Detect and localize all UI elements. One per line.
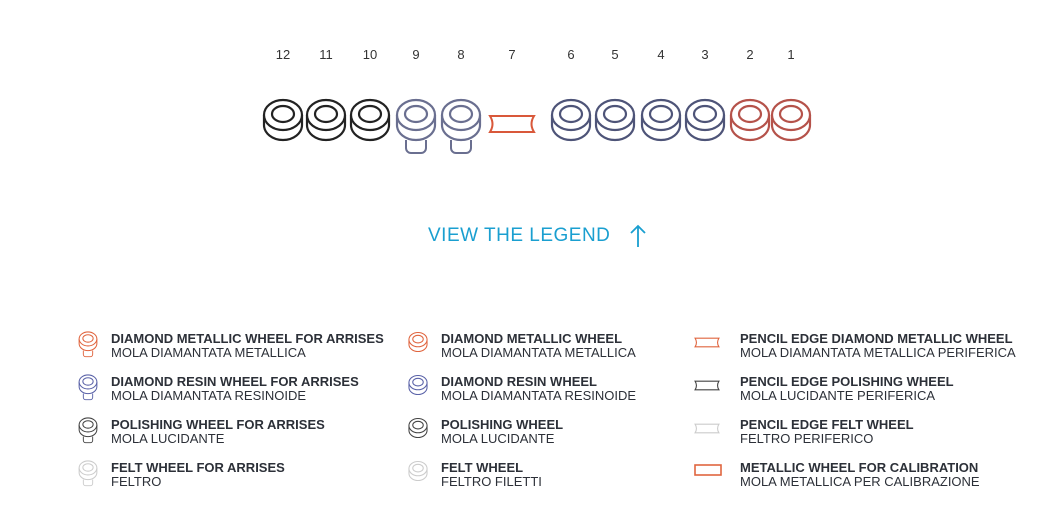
legend-subtitle: MOLA LUCIDANTE (111, 431, 225, 446)
wheel-icon (640, 98, 682, 147)
legend-title: DIAMOND METALLIC WHEEL (441, 331, 623, 346)
legend-item: DIAMOND METALLIC WHEEL MOLA DIAMANTATA ME… (408, 331, 636, 360)
legend-title: METALLIC WHEEL FOR CALIBRATION (740, 460, 979, 475)
legend-item: FELT WHEEL FELTRO FILETTI (408, 460, 542, 489)
wheel-icon (408, 331, 430, 359)
pencil-wheel-icon (488, 114, 536, 139)
wheel-icon (550, 98, 592, 147)
legend-item: FELT WHEEL FOR ARRISES FELTRO (78, 460, 285, 489)
wheel-number: 11 (319, 47, 333, 62)
calibration-wheel-icon (694, 460, 722, 488)
legend-item: DIAMOND RESIN WHEEL FOR ARRISES MOLA DIAM… (78, 374, 359, 403)
view-legend-label: VIEW THE LEGEND (428, 225, 611, 246)
wheel-number: 7 (508, 47, 516, 62)
arris-wheel-icon (78, 374, 100, 402)
legend-subtitle: MOLA METALLICA PER CALIBRAZIONE (740, 474, 980, 489)
wheel-number: 10 (362, 47, 378, 62)
legend-subtitle: MOLA DIAMANTATA METALLICA (441, 345, 636, 360)
wheel-number: 5 (611, 47, 619, 62)
legend-subtitle: MOLA DIAMANTATA METALLICA PERIFERICA (740, 345, 1016, 360)
legend-subtitle: FELTRO PERIFERICO (740, 431, 874, 446)
legend-title: DIAMOND RESIN WHEEL FOR ARRISES (111, 374, 359, 389)
arris-wheel-icon (78, 331, 100, 359)
legend-title: POLISHING WHEEL FOR ARRISES (111, 417, 325, 432)
pencil-wheel-icon (694, 374, 720, 402)
legend-item: METALLIC WHEEL FOR CALIBRATION MOLA METAL… (694, 460, 980, 489)
legend-title: PENCIL EDGE DIAMOND METALLIC WHEEL (740, 331, 1013, 346)
legend-subtitle: MOLA LUCIDANTE PERIFERICA (740, 388, 936, 403)
wheel-icon (395, 98, 437, 163)
legend-item: POLISHING WHEEL MOLA LUCIDANTE (408, 417, 563, 446)
legend-title: DIAMOND METALLIC WHEEL FOR ARRISES (111, 331, 384, 346)
legend-item: PENCIL EDGE DIAMOND METALLIC WHEEL MOLA D… (694, 331, 1016, 360)
wheel-icon (729, 98, 771, 147)
legend-title: PENCIL EDGE POLISHING WHEEL (740, 374, 954, 389)
legend-item: POLISHING WHEEL FOR ARRISES MOLA LUCIDANT… (78, 417, 325, 446)
wheel-number: 12 (275, 47, 291, 62)
wheel-icon (349, 98, 391, 147)
arris-wheel-icon (78, 460, 100, 488)
wheel-number: 3 (701, 47, 709, 62)
wheel-icon (262, 98, 304, 147)
pencil-wheel-icon (694, 331, 720, 359)
legend-title: FELT WHEEL (441, 460, 524, 475)
wheel-icon (440, 98, 482, 163)
view-legend-button[interactable]: VIEW THE LEGEND (428, 224, 647, 248)
wheel-icon (594, 98, 636, 147)
wheel-icon (770, 98, 812, 147)
legend-subtitle: FELTRO FILETTI (441, 474, 542, 489)
legend-item: DIAMOND RESIN WHEEL MOLA DIAMANTATA RESIN… (408, 374, 636, 403)
legend-subtitle: MOLA LUCIDANTE (441, 431, 555, 446)
legend-subtitle: MOLA DIAMANTATA RESINOIDE (111, 388, 307, 403)
wheel-number: 2 (746, 47, 754, 62)
legend-title: PENCIL EDGE FELT WHEEL (740, 417, 914, 432)
wheel-number: 9 (412, 47, 420, 62)
legend-subtitle: MOLA DIAMANTATA METALLICA (111, 345, 306, 360)
wheel-number: 8 (457, 47, 465, 62)
legend-item: PENCIL EDGE POLISHING WHEEL MOLA LUCIDANT… (694, 374, 954, 403)
wheel-icon (684, 98, 726, 147)
legend-item: PENCIL EDGE FELT WHEEL FELTRO PERIFERICO (694, 417, 914, 446)
wheel-number: 1 (787, 47, 795, 62)
wheel-icon (305, 98, 347, 147)
legend-subtitle: MOLA DIAMANTATA RESINOIDE (441, 388, 637, 403)
arris-wheel-icon (78, 417, 100, 445)
wheel-icon (408, 460, 430, 488)
legend-subtitle: FELTRO (111, 474, 162, 489)
wheel-icon (408, 374, 430, 402)
wheel-number: 4 (657, 47, 665, 62)
legend-title: POLISHING WHEEL (441, 417, 564, 432)
legend-title: FELT WHEEL FOR ARRISES (111, 460, 285, 475)
wheel-number: 6 (567, 47, 575, 62)
legend-item: DIAMOND METALLIC WHEEL FOR ARRISES MOLA D… (78, 331, 384, 360)
legend-title: DIAMOND RESIN WHEEL (441, 374, 597, 389)
pencil-wheel-icon (694, 417, 720, 445)
wheel-icon (408, 417, 430, 445)
arrow-up-icon (630, 224, 647, 247)
